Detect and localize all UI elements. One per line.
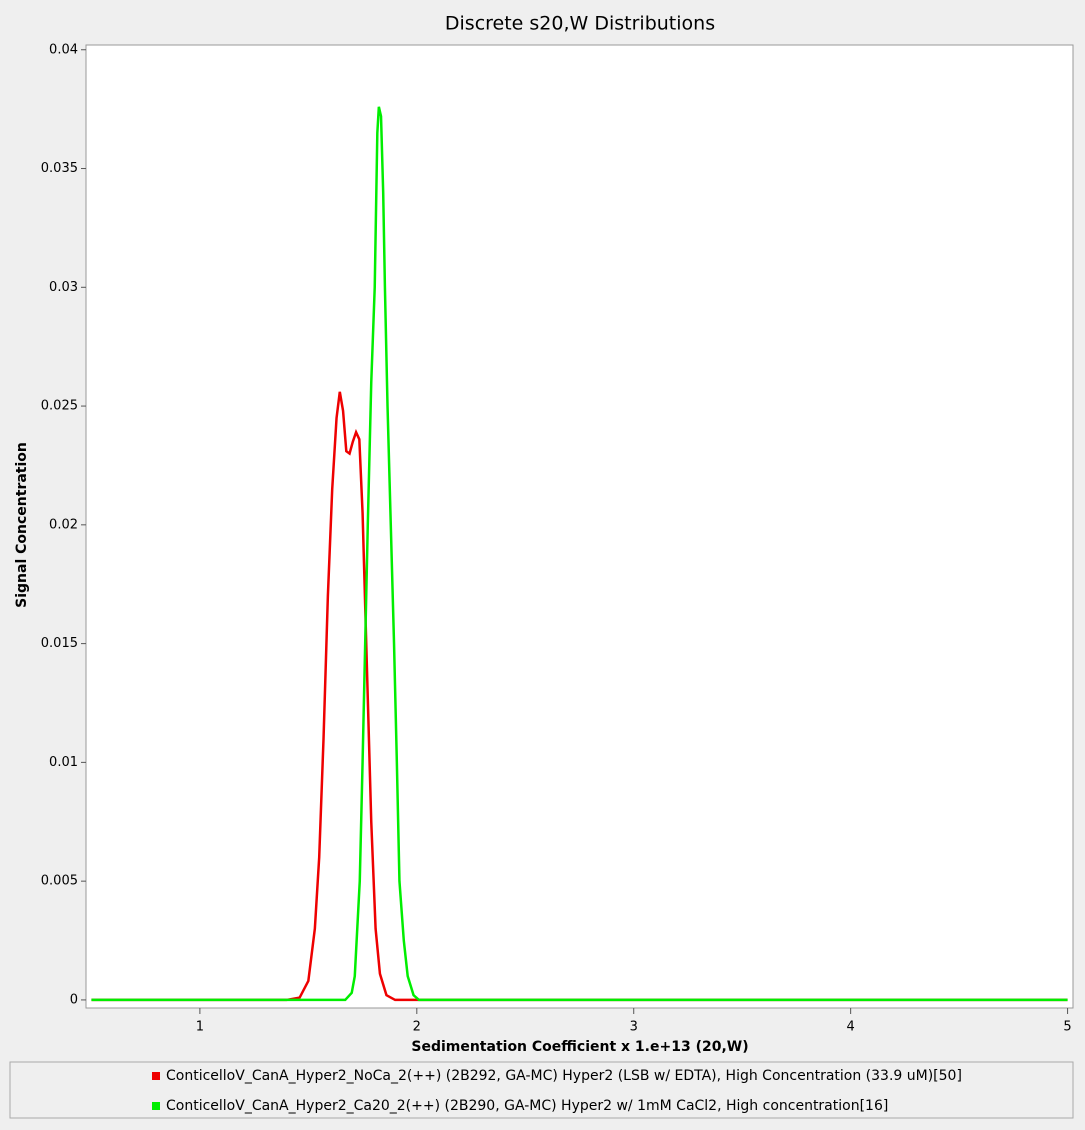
line-series: [91, 106, 1068, 1002]
y-axis-label: Signal Concentration: [14, 442, 30, 608]
legend-label: ConticelloV_CanA_Hyper2_NoCa_2(++) (2B29…: [166, 1068, 962, 1084]
x-tick-label: 5: [1063, 1020, 1071, 1035]
legend-label: ConticelloV_CanA_Hyper2_Ca20_2(++) (2B29…: [166, 1098, 888, 1114]
y-tick-label: 0.005: [41, 874, 78, 889]
chart-title: Discrete s20,W Distributions: [445, 13, 715, 35]
y-tick-label: 0.025: [41, 399, 78, 414]
y-tick-label: 0.03: [49, 280, 78, 295]
y-tick-label: 0.02: [49, 517, 78, 532]
y-tick-label: 0: [70, 992, 78, 1007]
x-axis-label: Sedimentation Coefficient x 1.e+13 (20,W…: [411, 1039, 748, 1055]
x-tick-label: 3: [630, 1020, 638, 1035]
y-tick-label: 0.04: [49, 42, 78, 57]
legend: [9, 1061, 1074, 1119]
y-tick-label: 0.015: [41, 636, 78, 651]
x-tick-label: 1: [196, 1020, 204, 1035]
x-tick-label: 2: [413, 1020, 421, 1035]
plot-area: [85, 44, 1074, 1009]
legend-marker: [152, 1072, 160, 1080]
x-tick-label: 4: [847, 1020, 855, 1035]
line-series: [91, 391, 1068, 1002]
y-tick-label: 0.035: [41, 161, 78, 176]
legend-marker: [152, 1102, 160, 1110]
y-tick-label: 0.01: [49, 755, 78, 770]
